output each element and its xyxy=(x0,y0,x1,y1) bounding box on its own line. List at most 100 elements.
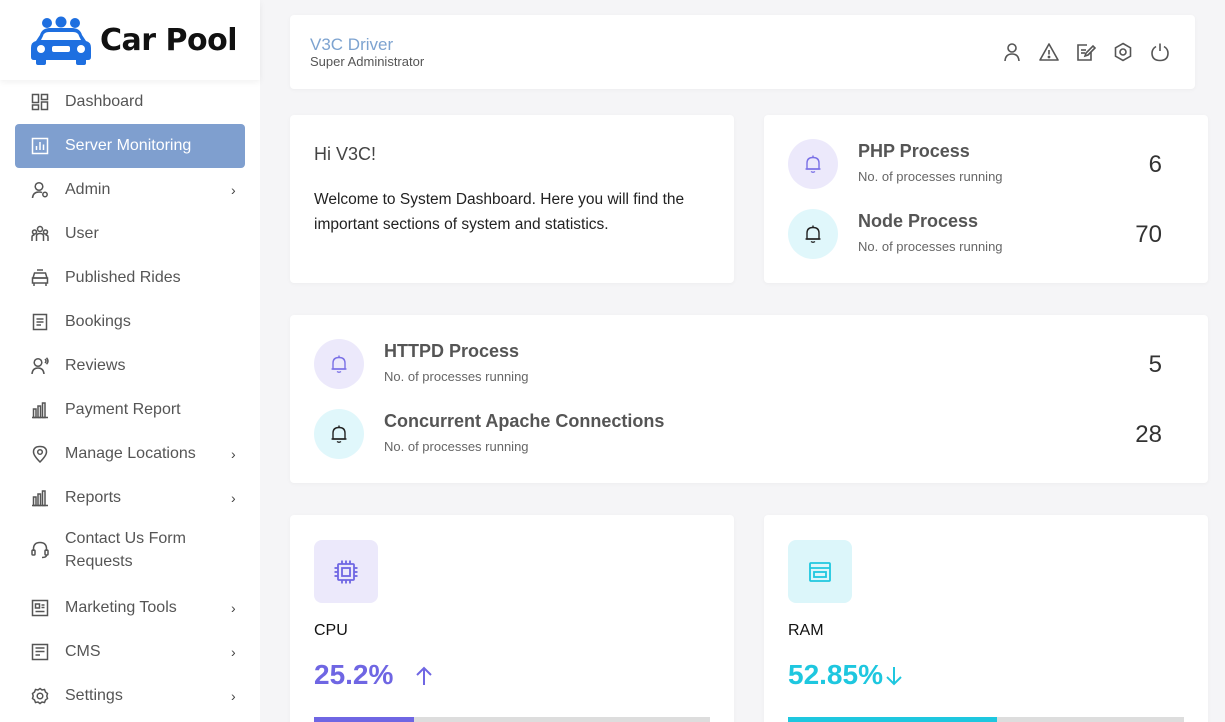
brand-name: Car Pool xyxy=(100,22,238,58)
process-row-apache: Concurrent Apache Connections No. of pro… xyxy=(314,409,1184,461)
bar-chart-icon xyxy=(30,400,50,420)
sidebar-item-manage-locations[interactable]: Manage Locations › xyxy=(15,432,245,476)
sidebar-item-label: Dashboard xyxy=(65,93,144,110)
sidebar-item-label: Contact Us Form Requests xyxy=(65,530,186,570)
process-title: Node Process xyxy=(858,211,979,231)
bar-chart-icon xyxy=(30,488,50,508)
cms-icon xyxy=(30,642,50,662)
sidebar-item-label: Published Rides xyxy=(65,269,181,286)
gear-icon xyxy=(30,686,50,706)
sidebar-item-label: Payment Report xyxy=(65,401,181,418)
sidebar-item-label: Settings xyxy=(65,687,123,704)
process-subtitle: No. of processes running xyxy=(858,169,1003,184)
chevron-right-icon: › xyxy=(231,446,236,462)
process-count: 28 xyxy=(1135,421,1162,448)
sidebar-item-cms[interactable]: CMS › xyxy=(15,630,245,674)
warning-icon[interactable] xyxy=(1039,42,1059,62)
sidebar-item-admin[interactable]: Admin › xyxy=(15,168,245,212)
process-count: 70 xyxy=(1135,221,1162,248)
bell-icon xyxy=(314,339,364,389)
sidebar-item-bookings[interactable]: Bookings xyxy=(15,300,245,344)
chevron-right-icon: › xyxy=(231,182,236,198)
sidebar-item-label: Admin xyxy=(65,181,111,198)
sidebar-item-label: Manage Locations xyxy=(65,445,196,462)
process-row-node: Node Process No. of processes running 70 xyxy=(788,209,1184,261)
location-pin-icon xyxy=(30,444,50,464)
car-icon xyxy=(30,268,50,288)
process-count: 5 xyxy=(1148,351,1162,378)
users-icon xyxy=(30,224,50,244)
header-actions xyxy=(1002,42,1170,62)
review-icon xyxy=(30,356,50,376)
sidebar-item-label: Reports xyxy=(65,489,122,506)
process-title: PHP Process xyxy=(858,141,970,161)
sidebar-item-label: CMS xyxy=(65,643,101,660)
arrow-down-icon xyxy=(886,667,902,686)
server-monitoring-icon xyxy=(30,136,50,156)
user-name[interactable]: V3C Driver xyxy=(310,35,394,54)
admin-icon xyxy=(30,180,50,200)
sidebar: Car Pool Dashboard Server Monitoring Adm… xyxy=(0,0,260,722)
car-pool-logo-icon xyxy=(31,16,91,65)
sidebar-item-payment-report[interactable]: Payment Report xyxy=(15,388,245,432)
ram-progress-bar xyxy=(788,717,1184,722)
welcome-greeting: Hi V3C! xyxy=(314,144,377,164)
chevron-right-icon: › xyxy=(231,688,236,704)
process-row-httpd: HTTPD Process No. of processes running 5 xyxy=(314,339,1184,391)
dashboard-icon xyxy=(30,92,50,112)
process-card-php-node: PHP Process No. of processes running 6 N… xyxy=(764,115,1208,283)
sidebar-item-settings[interactable]: Settings › xyxy=(15,674,245,718)
process-row-php: PHP Process No. of processes running 6 xyxy=(788,139,1184,191)
chevron-right-icon: › xyxy=(231,600,236,616)
sidebar-item-contact-us[interactable]: Contact Us Form Requests xyxy=(15,520,245,580)
bell-icon xyxy=(788,139,838,189)
document-icon xyxy=(30,312,50,332)
logo[interactable]: Car Pool xyxy=(0,0,260,80)
power-icon[interactable] xyxy=(1150,42,1170,62)
edit-icon[interactable] xyxy=(1076,42,1096,62)
cpu-progress-bar xyxy=(314,717,710,722)
process-subtitle: No. of processes running xyxy=(858,239,1003,254)
user-role: Super Administrator xyxy=(310,54,425,69)
newsletter-icon xyxy=(30,598,50,618)
sidebar-item-label: User xyxy=(65,225,99,242)
welcome-card: Hi V3C! Welcome to System Dashboard. Her… xyxy=(290,115,734,283)
arrow-up-icon xyxy=(416,666,432,685)
bell-icon xyxy=(788,209,838,259)
headset-icon xyxy=(30,540,50,560)
header-bar: V3C Driver Super Administrator xyxy=(290,15,1195,89)
process-title: Concurrent Apache Connections xyxy=(384,411,665,431)
cpu-card: CPU 25.2% xyxy=(290,515,734,722)
sidebar-item-server-monitoring[interactable]: Server Monitoring xyxy=(15,124,245,168)
sidebar-item-marketing-tools[interactable]: Marketing Tools › xyxy=(15,586,245,630)
chevron-right-icon: › xyxy=(231,490,236,506)
sidebar-item-published-rides[interactable]: Published Rides xyxy=(15,256,245,300)
ram-label: RAM xyxy=(788,622,824,639)
sidebar-item-label: Marketing Tools xyxy=(65,599,177,616)
cpu-value: 25.2% xyxy=(314,659,394,690)
process-card-httpd-apache: HTTPD Process No. of processes running 5… xyxy=(290,315,1208,483)
sidebar-item-label: Server Monitoring xyxy=(65,137,192,154)
chevron-right-icon: › xyxy=(231,644,236,660)
sidebar-item-reviews[interactable]: Reviews xyxy=(15,344,245,388)
welcome-message: Welcome to System Dashboard. Here you wi… xyxy=(314,191,685,233)
cpu-progress-fill xyxy=(314,717,414,722)
process-count: 6 xyxy=(1148,151,1162,178)
cpu-label: CPU xyxy=(314,622,348,639)
sidebar-item-reports[interactable]: Reports › xyxy=(15,476,245,520)
user-icon[interactable] xyxy=(1002,42,1022,62)
ram-card: RAM 52.85% xyxy=(764,515,1208,722)
bell-icon xyxy=(314,409,364,459)
sidebar-item-label: Reviews xyxy=(65,357,126,374)
sidebar-item-dashboard[interactable]: Dashboard xyxy=(15,80,245,124)
cpu-icon xyxy=(314,540,378,603)
process-subtitle: No. of processes running xyxy=(384,439,529,454)
process-title: HTTPD Process xyxy=(384,341,520,361)
sidebar-item-user[interactable]: User xyxy=(15,212,245,256)
ram-icon xyxy=(788,540,852,603)
settings-icon[interactable] xyxy=(1113,42,1133,62)
sidebar-item-label: Bookings xyxy=(65,313,131,330)
ram-value: 52.85% xyxy=(788,659,883,690)
process-subtitle: No. of processes running xyxy=(384,369,529,384)
ram-progress-fill xyxy=(788,717,998,722)
